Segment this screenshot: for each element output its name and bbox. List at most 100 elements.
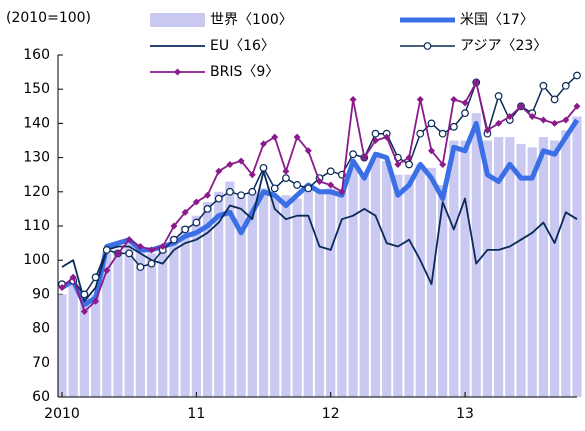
legend-swatch xyxy=(150,13,205,27)
bar xyxy=(57,294,67,397)
bar xyxy=(247,191,257,397)
point xyxy=(259,163,268,172)
bar xyxy=(202,202,213,397)
point xyxy=(316,178,323,186)
point xyxy=(416,95,424,103)
y-tick-label: 80 xyxy=(32,321,50,337)
point xyxy=(405,154,413,162)
x-tick-label: 2010 xyxy=(44,406,80,422)
point xyxy=(114,249,122,257)
point xyxy=(494,92,503,100)
point xyxy=(427,119,436,128)
bar xyxy=(180,226,190,397)
series-line xyxy=(61,170,578,303)
point xyxy=(416,129,425,138)
point xyxy=(215,167,223,175)
bar xyxy=(348,167,358,397)
legend-label: アジア〈23〉 xyxy=(460,38,547,54)
bar xyxy=(404,174,414,397)
point xyxy=(304,184,313,193)
point xyxy=(237,157,245,165)
point xyxy=(147,259,156,268)
bar xyxy=(337,191,347,397)
point xyxy=(192,198,200,206)
bar xyxy=(550,140,560,397)
point xyxy=(136,263,145,271)
point xyxy=(214,194,223,203)
point xyxy=(506,113,514,121)
bar xyxy=(359,174,369,397)
bar xyxy=(214,191,224,397)
y-tick-label: 100 xyxy=(23,252,50,268)
point xyxy=(338,188,346,196)
point xyxy=(102,246,111,254)
point xyxy=(327,181,335,189)
point xyxy=(192,218,201,227)
point xyxy=(450,95,458,103)
point xyxy=(248,171,256,179)
y-tick-label: 70 xyxy=(32,355,50,371)
bar xyxy=(314,191,325,397)
bar xyxy=(572,116,582,397)
bar xyxy=(236,195,246,397)
point xyxy=(360,154,368,162)
bar xyxy=(169,236,179,397)
legend-label: BRIS〈9〉 xyxy=(210,64,279,80)
y-tick-label: 60 xyxy=(32,389,50,405)
bar xyxy=(292,198,302,397)
bar xyxy=(281,195,291,397)
bar xyxy=(505,137,515,397)
point xyxy=(472,78,480,86)
point xyxy=(461,99,469,107)
point xyxy=(483,126,491,134)
bar xyxy=(191,215,201,397)
bar xyxy=(561,130,571,398)
point xyxy=(226,187,234,196)
point xyxy=(91,273,100,282)
point xyxy=(92,297,100,305)
point xyxy=(58,284,66,292)
point xyxy=(439,160,447,168)
point xyxy=(304,147,312,155)
point xyxy=(226,160,234,168)
point xyxy=(170,222,178,230)
point xyxy=(383,133,391,141)
point xyxy=(371,137,379,144)
point xyxy=(394,160,402,168)
point xyxy=(449,122,458,131)
y-tick-label: 160 xyxy=(23,47,50,63)
y-tick-label: 150 xyxy=(23,81,50,97)
bar xyxy=(494,137,504,397)
bar xyxy=(124,243,134,397)
point xyxy=(260,140,268,148)
bar xyxy=(68,284,78,397)
point xyxy=(293,181,302,189)
point xyxy=(293,133,301,141)
bar xyxy=(270,195,280,397)
point xyxy=(573,102,581,110)
y-tick-label: 110 xyxy=(23,218,50,234)
point xyxy=(427,147,435,155)
point xyxy=(282,167,290,175)
point xyxy=(148,246,156,254)
bar xyxy=(482,140,493,397)
legend-marker xyxy=(174,68,181,76)
point xyxy=(248,187,257,196)
point xyxy=(461,109,469,118)
bar xyxy=(225,181,235,397)
point xyxy=(562,116,570,124)
series-line xyxy=(60,118,580,308)
bar xyxy=(113,249,123,397)
legend-label: EU〈16〉 xyxy=(210,38,275,54)
bar xyxy=(102,253,112,397)
point xyxy=(528,113,536,121)
legend-marker xyxy=(423,42,432,50)
bar xyxy=(303,188,313,397)
point xyxy=(539,116,547,124)
bar xyxy=(460,140,470,397)
bar xyxy=(415,164,425,397)
point xyxy=(125,249,134,258)
point xyxy=(271,133,279,141)
point xyxy=(159,243,167,251)
